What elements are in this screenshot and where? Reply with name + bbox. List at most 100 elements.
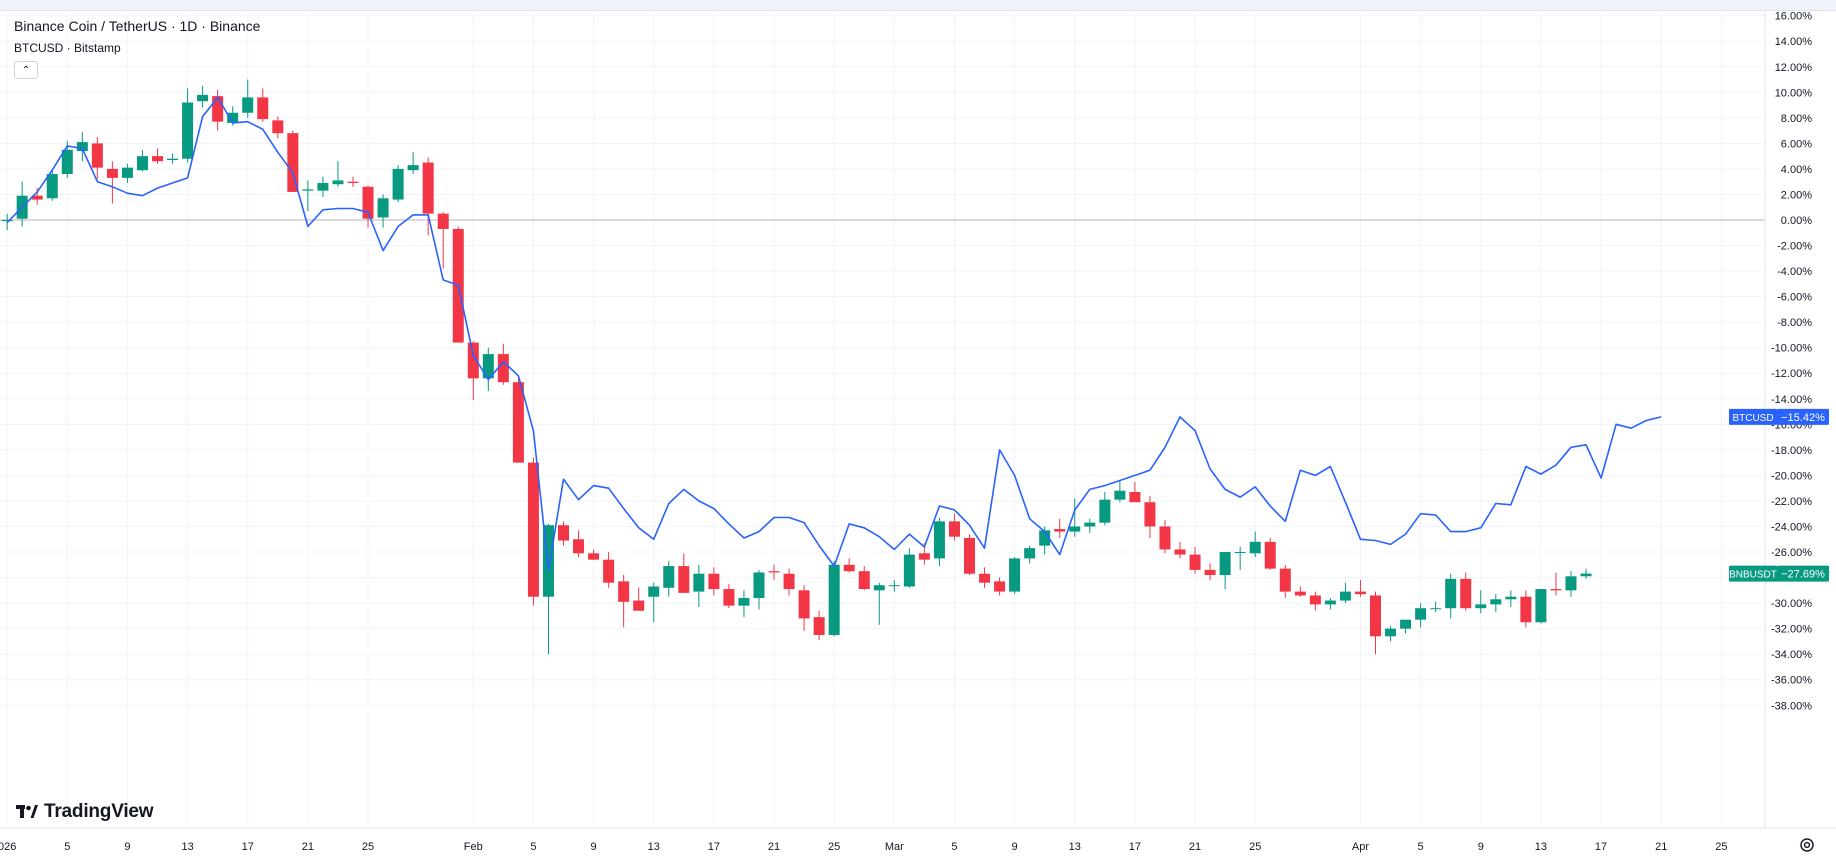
candle xyxy=(678,553,690,593)
candle xyxy=(257,88,269,122)
candle-body xyxy=(1294,591,1306,596)
settings-gear-icon[interactable] xyxy=(1798,836,1816,854)
time-axis-tick-label: 5 xyxy=(951,841,957,853)
time-axis-tick-label: 5 xyxy=(530,841,536,853)
main-symbol-legend[interactable]: Binance Coin / TetherUS · 1D · Binance xyxy=(14,18,261,34)
time-axis-tick-label: Apr xyxy=(1352,841,1369,853)
candle xyxy=(272,116,284,139)
symbol-badge-text: BTCUSD xyxy=(1732,413,1773,424)
legend-collapse-button[interactable]: ⌃ xyxy=(14,61,38,79)
candle xyxy=(76,131,88,162)
candle xyxy=(1294,586,1306,597)
candle xyxy=(603,552,615,588)
price-label-btcusd: BTCUSD −15.42% xyxy=(1729,408,1829,425)
candle-body xyxy=(1024,548,1036,559)
candle-body xyxy=(257,97,269,120)
top-toolbar-strip xyxy=(0,0,1836,11)
value-badge xyxy=(1777,408,1829,425)
candle xyxy=(1550,572,1562,596)
candle-body xyxy=(497,354,509,383)
candle-body xyxy=(798,590,810,619)
price-axis-tick-label: -32.00% xyxy=(1771,624,1812,636)
candle-body xyxy=(287,133,299,192)
tradingview-logo[interactable]: TradingView xyxy=(16,801,154,823)
grid-lines xyxy=(0,12,1765,828)
candle-body xyxy=(527,462,539,597)
comparison-symbol-legend[interactable]: BTCUSD · Bitstamp xyxy=(14,41,121,55)
candle xyxy=(858,566,870,591)
candle-body xyxy=(422,162,434,214)
candle xyxy=(843,558,855,573)
candle xyxy=(422,157,434,236)
candle xyxy=(1009,557,1021,595)
candle xyxy=(979,567,991,588)
candle-body xyxy=(738,597,750,606)
candle-body xyxy=(1550,589,1562,591)
candle xyxy=(46,168,58,201)
candle xyxy=(512,378,524,463)
candle-body xyxy=(362,186,374,219)
candle-body xyxy=(1249,541,1261,554)
candle-body xyxy=(603,559,615,583)
candle xyxy=(1264,537,1276,570)
candle-body xyxy=(121,167,133,178)
candle-body xyxy=(1385,628,1397,637)
candle xyxy=(317,176,329,198)
price-axis-tick-label: -36.00% xyxy=(1771,675,1812,687)
candle xyxy=(1144,495,1156,538)
candle xyxy=(1234,546,1246,570)
candle xyxy=(1565,571,1577,597)
price-axis-tick-label: -12.00% xyxy=(1771,368,1812,380)
candle-body xyxy=(1565,576,1577,591)
candle xyxy=(1054,518,1066,538)
candle-body xyxy=(1580,573,1592,577)
candle-body xyxy=(1505,596,1517,600)
candle-body xyxy=(858,571,870,590)
candle-body xyxy=(1490,599,1502,605)
candle xyxy=(1219,552,1231,590)
candle xyxy=(1430,601,1442,613)
time-axis-tick-label: 21 xyxy=(1189,841,1201,853)
candle-body xyxy=(76,142,88,152)
candle xyxy=(377,194,389,228)
price-axis-tick-label: -2.00% xyxy=(1777,241,1812,253)
tradingview-logo-text: TradingView xyxy=(44,801,154,822)
time-axis-tick-label: 9 xyxy=(1012,841,1018,853)
candle-body xyxy=(1054,529,1066,532)
candle xyxy=(798,585,810,632)
candle xyxy=(1490,594,1502,613)
candle-body xyxy=(212,96,224,122)
candle xyxy=(1189,546,1201,574)
candle xyxy=(753,569,765,610)
value-badge-text: −27.69% xyxy=(1781,569,1825,581)
candle-body xyxy=(558,525,570,541)
price-axis-tick-label: 2.00% xyxy=(1781,189,1812,201)
btcusd-line-series xyxy=(6,96,1662,571)
price-axis-tick-label: 8.00% xyxy=(1781,113,1812,125)
time-axis-tick-label: 21 xyxy=(1655,841,1667,853)
candle xyxy=(91,136,103,180)
candle-body xyxy=(1009,558,1021,592)
time-axis-tick-label: 21 xyxy=(302,841,314,853)
candle-body xyxy=(407,165,419,171)
candle-body xyxy=(1445,578,1457,609)
candle-body xyxy=(1520,596,1532,623)
candle xyxy=(1580,568,1592,579)
candle xyxy=(1354,580,1366,597)
candle-body xyxy=(723,589,735,606)
candle xyxy=(152,148,164,164)
candle-body xyxy=(964,537,976,574)
price-axis-tick-label: -20.00% xyxy=(1771,470,1812,482)
candle xyxy=(1460,572,1472,611)
candle-body xyxy=(136,156,148,171)
candle xyxy=(738,590,750,618)
candle xyxy=(933,517,945,567)
time-axis-tick-label: 026 xyxy=(0,841,16,853)
candle-body xyxy=(1204,569,1216,576)
time-axis-tick-label: 25 xyxy=(828,841,840,853)
price-axis-tick-label: -26.00% xyxy=(1771,547,1812,559)
candle xyxy=(1385,626,1397,642)
candle xyxy=(1505,590,1517,607)
candle-body xyxy=(648,586,660,597)
